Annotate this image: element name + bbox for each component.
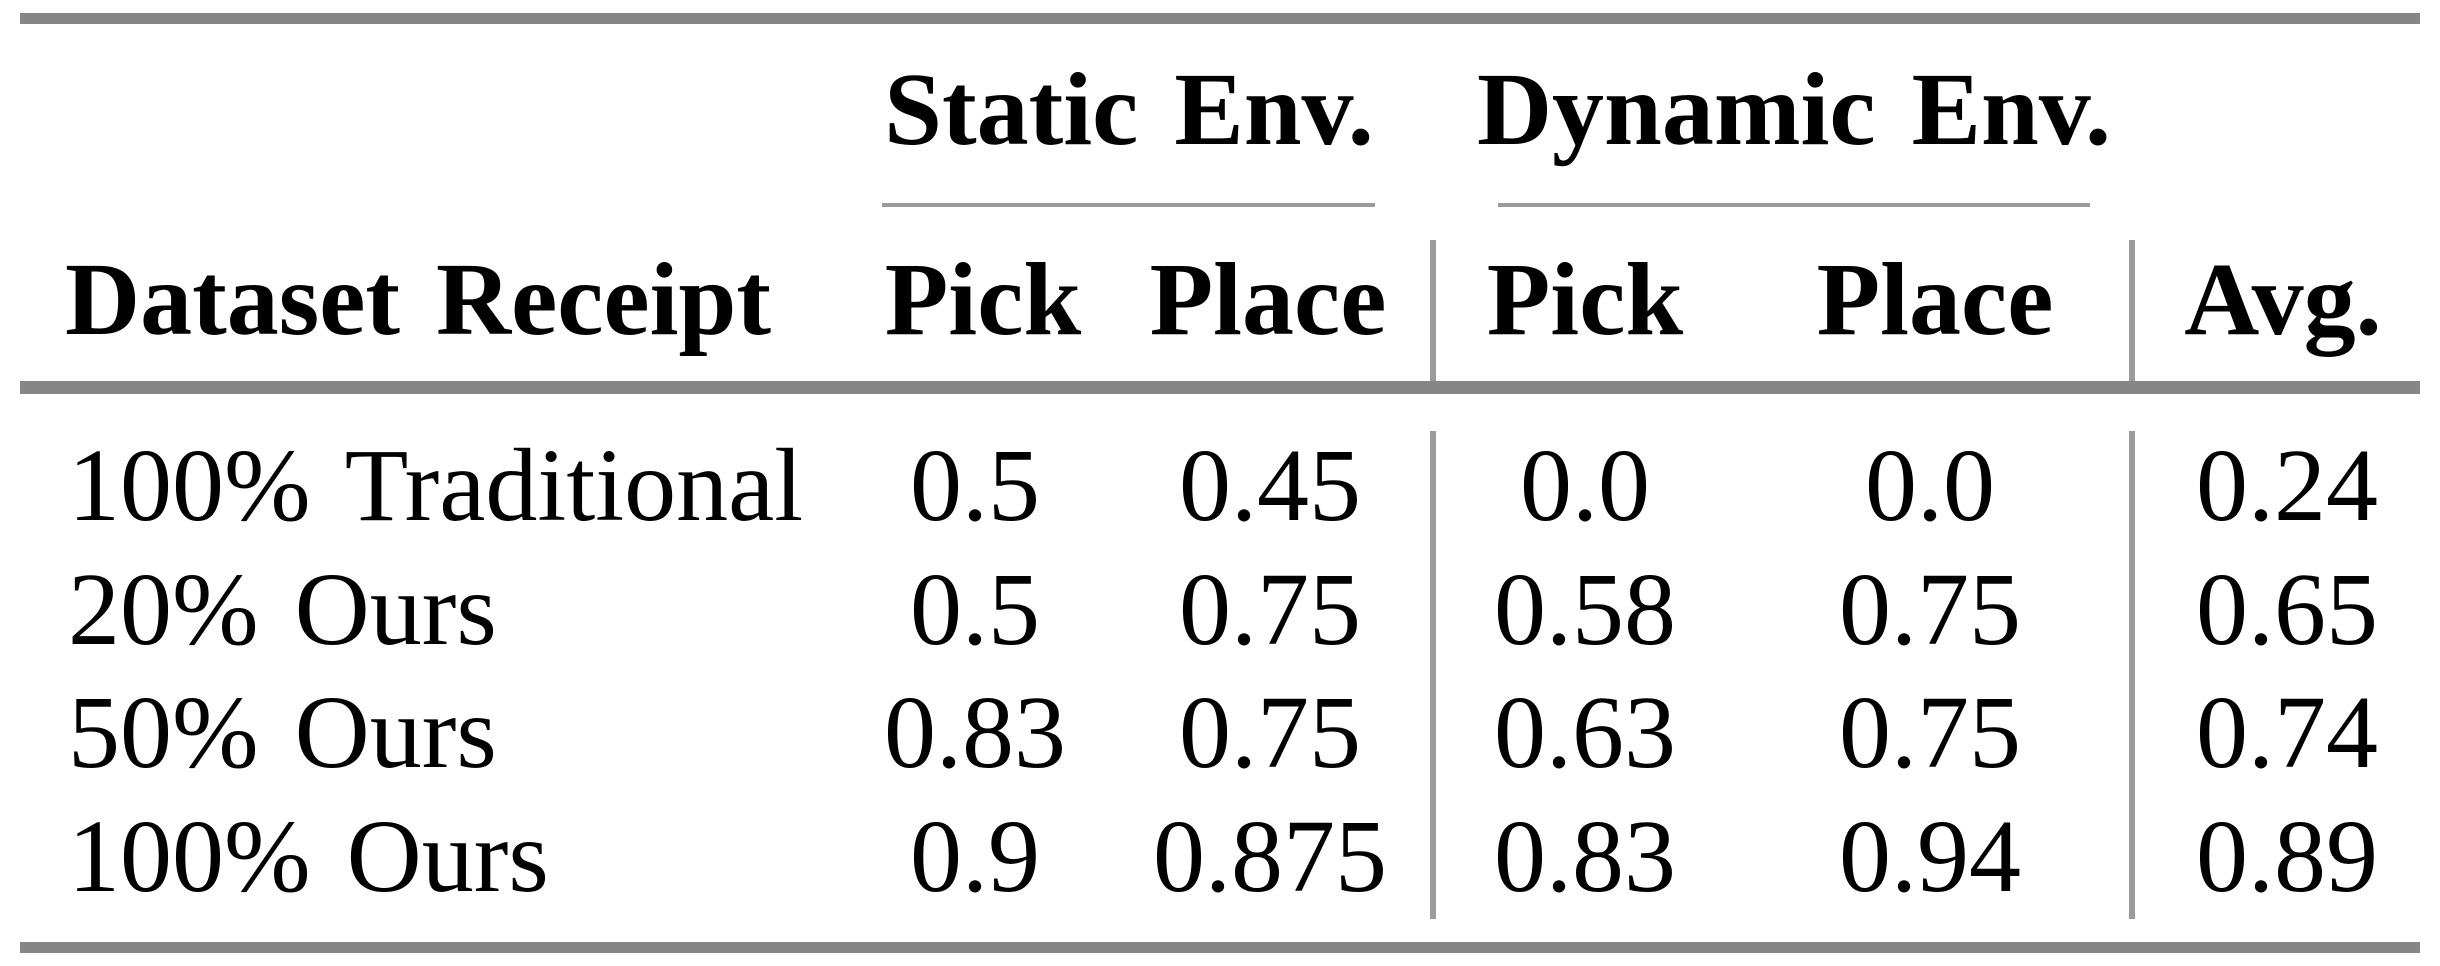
cell-dynamic-place: 0.75 xyxy=(1839,552,2021,667)
vertical-separator-1-header xyxy=(1430,240,1436,381)
group-header-dynamic-env: Dynamic Env. xyxy=(1476,52,2112,167)
cell-static-place: 0.75 xyxy=(1179,552,1361,667)
cell-dynamic-pick: 0.58 xyxy=(1494,552,1676,667)
top-rule xyxy=(20,13,2420,24)
cell-dynamic-pick: 0.83 xyxy=(1494,799,1676,914)
row-label: 100% Traditional xyxy=(68,428,804,543)
vertical-separator-2-header xyxy=(2129,240,2135,381)
cell-avg: 0.89 xyxy=(2196,799,2378,914)
col-header-static-pick: Pick xyxy=(884,242,1082,357)
cell-static-pick: 0.5 xyxy=(910,552,1040,667)
col-header-dynamic-place: Place xyxy=(1816,242,2054,357)
cell-static-place: 0.45 xyxy=(1179,428,1361,543)
col-header-static-place: Place xyxy=(1149,242,1387,357)
cell-avg: 0.24 xyxy=(2196,428,2378,543)
cmidrule-static-env xyxy=(882,203,1375,207)
col-header-dynamic-pick: Pick xyxy=(1486,242,1684,357)
cell-static-place: 0.75 xyxy=(1179,675,1361,790)
cell-static-place: 0.875 xyxy=(1153,799,1387,914)
row-label: 100% Ours xyxy=(68,799,549,914)
vertical-separator-1-body xyxy=(1430,431,1436,919)
cell-dynamic-pick: 0.63 xyxy=(1494,675,1676,790)
bottom-rule xyxy=(20,942,2420,953)
group-header-static-env: Static Env. xyxy=(884,52,1374,167)
col-header-avg: Avg. xyxy=(2184,242,2382,357)
cell-static-pick: 0.5 xyxy=(910,428,1040,543)
row-label: 20% Ours xyxy=(68,552,497,667)
row-label: 50% Ours xyxy=(68,675,497,790)
col-header-dataset-receipt: Dataset Receipt xyxy=(65,242,771,357)
vertical-separator-2-body xyxy=(2129,431,2135,919)
cell-avg: 0.74 xyxy=(2196,675,2378,790)
cell-dynamic-place: 0.0 xyxy=(1865,428,1995,543)
cell-avg: 0.65 xyxy=(2196,552,2378,667)
header-midrule xyxy=(20,381,2420,394)
cell-static-pick: 0.9 xyxy=(910,799,1040,914)
cell-dynamic-pick: 0.0 xyxy=(1520,428,1650,543)
cell-dynamic-place: 0.75 xyxy=(1839,675,2021,790)
cell-static-pick: 0.83 xyxy=(884,675,1066,790)
cell-dynamic-place: 0.94 xyxy=(1839,799,2021,914)
cmidrule-dynamic-env xyxy=(1498,203,2090,207)
